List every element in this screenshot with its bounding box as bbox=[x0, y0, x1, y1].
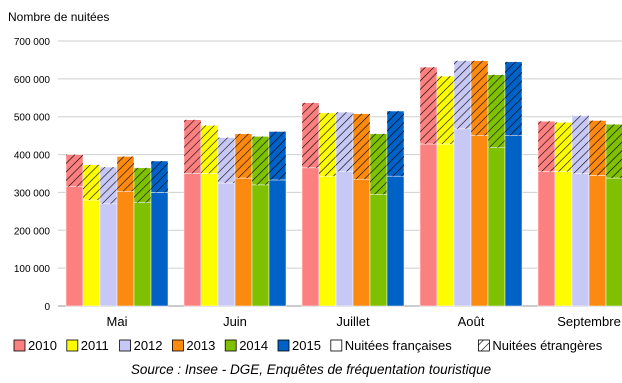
legend-swatch-2014 bbox=[224, 339, 237, 352]
legend-swatch-2015 bbox=[277, 339, 290, 352]
bar-hatch-2010 bbox=[420, 67, 437, 144]
bar-francaises-2012 bbox=[335, 171, 354, 307]
y-tick-label: 0 bbox=[44, 302, 50, 313]
axis-layer: 0 100 000 200 000 300 000 400 000 500 000 600 … bbox=[14, 37, 621, 329]
bar-hatch-2011 bbox=[201, 125, 218, 174]
bar-hatch-2015 bbox=[505, 61, 522, 136]
legend-swatch-francaises bbox=[330, 339, 343, 352]
bar-francaises-2012 bbox=[217, 182, 236, 307]
bar-hatch-2013 bbox=[235, 133, 252, 179]
bar-francaises-2010 bbox=[537, 171, 556, 307]
bar-francaises-2015 bbox=[150, 192, 169, 307]
bar-hatch-2011 bbox=[437, 76, 454, 144]
legend-label-2011: 2011 bbox=[81, 338, 109, 353]
bar-hatch-2010 bbox=[302, 102, 319, 168]
bar-francaises-2010 bbox=[419, 143, 438, 307]
bar-hatch-2013 bbox=[589, 120, 606, 176]
legend-swatch-2012 bbox=[119, 339, 131, 352]
bar-francaises-2010 bbox=[183, 173, 202, 307]
bar-hatch-2013 bbox=[353, 113, 370, 180]
bar-hatch-2012 bbox=[454, 60, 471, 129]
bars-layer bbox=[65, 60, 622, 307]
bar-hatch-2014 bbox=[370, 133, 387, 195]
bar-hatch-2012 bbox=[572, 115, 589, 174]
bar-francaises-2011 bbox=[436, 143, 455, 307]
x-tick-label: Juillet bbox=[336, 314, 370, 329]
bar-hatch-2010 bbox=[538, 121, 555, 172]
legend-swatch-2013 bbox=[171, 339, 184, 352]
bar-hatch-2012 bbox=[218, 137, 235, 183]
y-tick-label: 200 000 bbox=[14, 226, 51, 237]
bar-francaises-2014 bbox=[487, 147, 506, 307]
legend-swatch-etrangeres-hatch bbox=[478, 340, 490, 351]
bar-francaises-2015 bbox=[504, 135, 523, 307]
bar-hatch-2014 bbox=[488, 74, 505, 148]
x-tick-label: Août bbox=[458, 314, 485, 329]
bar-hatch-2012 bbox=[336, 112, 353, 172]
bar-francaises-2011 bbox=[200, 173, 219, 307]
bar-francaises-2013 bbox=[234, 177, 253, 307]
y-axis-title: Nombre de nuitées bbox=[8, 10, 110, 24]
bar-francaises-2010 bbox=[65, 186, 84, 307]
bar-francaises-2015 bbox=[386, 175, 405, 307]
y-tick-label: 700 000 bbox=[14, 37, 51, 48]
legend-label-2013: 2013 bbox=[186, 338, 215, 353]
legend-label-2014: 2014 bbox=[239, 338, 268, 353]
bar-hatch-2014 bbox=[252, 136, 269, 185]
bar-francaises-2011 bbox=[318, 175, 337, 307]
bar-hatch-2012 bbox=[100, 167, 117, 204]
bar-francaises-2011 bbox=[554, 171, 573, 307]
bar-francaises-2010 bbox=[301, 167, 320, 307]
bar-hatch-2010 bbox=[184, 119, 201, 174]
x-tick-label: Juin bbox=[223, 314, 247, 329]
chart-source: Source : Insee - DGE, Enquêtes de fréque… bbox=[130, 362, 492, 377]
bar-francaises-2013 bbox=[116, 191, 135, 307]
bar-francaises-2013 bbox=[352, 178, 371, 307]
y-tick-label: 600 000 bbox=[14, 75, 51, 86]
bar-hatch-2014 bbox=[606, 124, 622, 179]
bar-hatch-2013 bbox=[471, 60, 488, 136]
legend-label-etrangeres: Nuitées étrangères bbox=[492, 338, 602, 353]
bar-francaises-2012 bbox=[99, 203, 118, 307]
bar-hatch-2010 bbox=[66, 154, 83, 187]
bar-hatch-2013 bbox=[117, 156, 134, 192]
legend: 2010 2011 2012 2013 2014 2015 Nuitées français… bbox=[13, 338, 603, 353]
bar-hatch-2015 bbox=[151, 161, 168, 193]
x-tick-label: Mai bbox=[107, 314, 128, 329]
legend-swatch-2011 bbox=[66, 339, 79, 352]
y-tick-label: 400 000 bbox=[14, 151, 51, 162]
y-tick-label: 500 000 bbox=[14, 113, 51, 124]
bar-hatch-2011 bbox=[555, 122, 572, 172]
y-tick-label: 300 000 bbox=[14, 188, 51, 199]
bar-francaises-2014 bbox=[605, 177, 622, 307]
bar-francaises-2011 bbox=[82, 199, 101, 307]
legend-label-2010: 2010 bbox=[28, 338, 57, 353]
bar-hatch-2014 bbox=[134, 167, 151, 203]
bar-hatch-2015 bbox=[387, 111, 404, 177]
bar-hatch-2011 bbox=[319, 112, 336, 177]
bar-francaises-2014 bbox=[251, 184, 270, 307]
bar-hatch-2015 bbox=[269, 131, 286, 180]
y-tick-label: 100 000 bbox=[14, 264, 51, 275]
bar-francaises-2014 bbox=[369, 194, 388, 307]
bar-francaises-2012 bbox=[453, 128, 472, 307]
x-tick-label: Septembre bbox=[557, 314, 621, 329]
legend-swatch-2010 bbox=[13, 339, 26, 352]
legend-label-2012: 2012 bbox=[134, 338, 163, 353]
bar-francaises-2013 bbox=[588, 175, 607, 307]
legend-label-francaises: Nuitées françaises bbox=[345, 338, 452, 353]
bar-francaises-2015 bbox=[268, 179, 287, 307]
bar-francaises-2013 bbox=[470, 135, 489, 307]
legend-label-2015: 2015 bbox=[292, 338, 321, 353]
bar-francaises-2012 bbox=[571, 173, 590, 307]
bar-hatch-2011 bbox=[83, 164, 100, 200]
bar-francaises-2014 bbox=[133, 202, 152, 307]
